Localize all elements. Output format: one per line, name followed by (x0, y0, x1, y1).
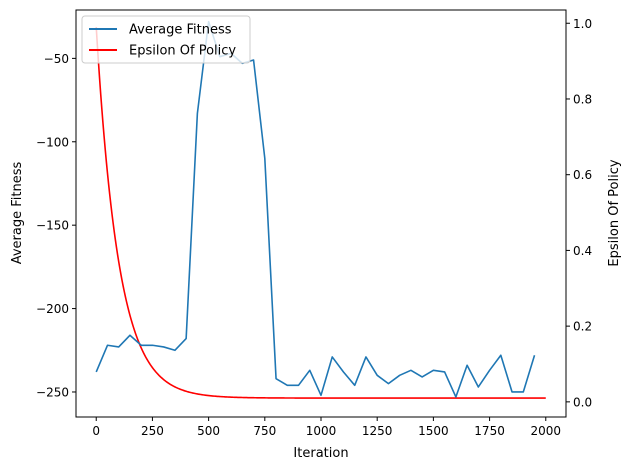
right-y-tick-label: 0.0 (573, 395, 592, 409)
left-y-tick-label: −100 (36, 135, 69, 149)
right-axis-label: Epsilon Of Policy (607, 159, 622, 266)
x-tick-label: 1750 (474, 424, 505, 438)
right-y-tick-label: 0.8 (573, 92, 592, 106)
left-y-tick-label: −250 (36, 385, 69, 399)
legend: Average Fitness Epsilon Of Policy (81, 15, 251, 64)
x-tick-label: 500 (197, 424, 220, 438)
x-tick-label: 1250 (362, 424, 393, 438)
left-y-tick-label: −200 (36, 302, 69, 316)
legend-label-average-fitness: Average Fitness (129, 23, 232, 38)
right-y-tick-label: 0.2 (573, 320, 592, 334)
axes-layer: 0 250 500 750 1000 1250 1500 1750 2000 −250 −200 −1… (36, 9, 592, 438)
right-y-tick-label: 0.4 (573, 244, 592, 258)
left-axis-label: Average Fitness (10, 162, 25, 265)
plot-area (76, 10, 566, 417)
legend-label-epsilon-of-policy: Epsilon Of Policy (129, 44, 236, 59)
x-tick-label: 750 (253, 424, 276, 438)
series-line-average-fitness (95, 20, 536, 398)
x-axis-label: Iteration (293, 446, 348, 461)
left-y-tick-label: −50 (44, 52, 69, 66)
x-tick-label: 250 (141, 424, 164, 438)
x-tick-label: 2000 (530, 424, 561, 438)
right-y-tick-label: 1.0 (573, 17, 592, 31)
legend-box (81, 15, 251, 64)
x-tick-label: 1000 (306, 424, 337, 438)
left-y-tick-label: −150 (36, 219, 69, 233)
x-tick-label: 1500 (418, 424, 449, 438)
series-line-epsilon-of-policy (95, 26, 546, 399)
x-tick-label: 0 (92, 424, 100, 438)
series-layer (95, 20, 546, 399)
right-y-tick-label: 0.6 (573, 168, 592, 182)
